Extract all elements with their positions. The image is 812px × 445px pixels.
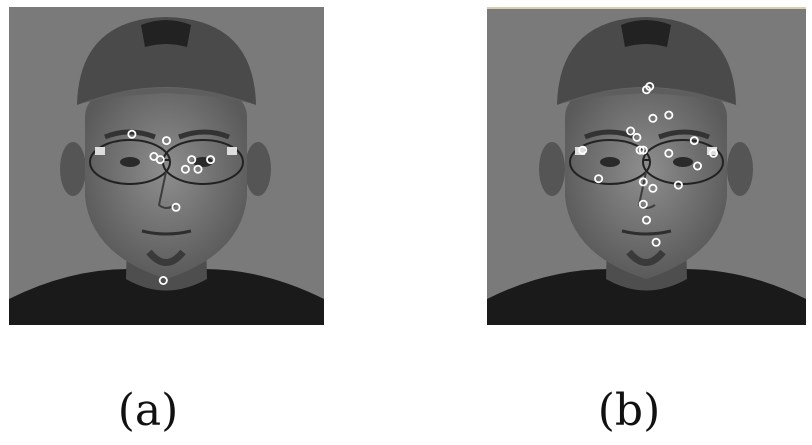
shirt <box>487 269 806 325</box>
feature-marker <box>638 145 648 155</box>
feature-marker <box>638 199 648 209</box>
left-glint <box>95 147 105 155</box>
feature-marker <box>206 155 216 165</box>
feature-marker <box>689 136 699 146</box>
left-eye <box>120 157 140 167</box>
feature-marker <box>673 180 683 190</box>
goatee <box>146 249 186 266</box>
right-glint <box>707 147 717 155</box>
right-eyebrow <box>658 129 710 140</box>
feature-marker <box>578 145 588 155</box>
cap <box>557 17 736 105</box>
shirt <box>9 269 324 325</box>
feature-marker <box>158 275 168 285</box>
right-ear <box>727 142 753 196</box>
right-ear <box>245 142 271 196</box>
right-glint <box>227 147 237 155</box>
feature-marker <box>594 174 604 184</box>
left-ear <box>60 142 86 196</box>
feature-marker <box>645 82 655 92</box>
feature-marker <box>638 177 648 187</box>
panel-b <box>487 7 806 325</box>
feature-marker <box>708 148 718 158</box>
left-eyebrow <box>584 129 636 140</box>
feature-marker <box>171 202 181 212</box>
caption-a: (a) <box>117 385 179 436</box>
face-image-a <box>9 7 324 325</box>
cap-logo <box>621 20 671 47</box>
cap <box>77 17 256 105</box>
right-lens <box>642 139 724 185</box>
mouth <box>141 229 192 236</box>
feature-marker <box>641 215 651 225</box>
right-eyebrow <box>178 129 230 140</box>
feature-marker <box>648 113 658 123</box>
cap-logo <box>141 20 191 47</box>
feature-marker <box>692 161 702 171</box>
caption-b: (b) <box>597 385 661 436</box>
feature-marker <box>632 132 642 142</box>
feature-marker <box>155 155 165 165</box>
left-eye <box>600 157 620 167</box>
feature-marker <box>648 183 658 193</box>
panel-a <box>9 7 324 325</box>
cap-brim <box>551 88 741 107</box>
goatee <box>626 249 666 266</box>
feature-marker <box>161 136 171 146</box>
face-image-b <box>487 7 806 325</box>
cap-brim <box>71 88 261 107</box>
feature-marker <box>193 164 203 174</box>
mouth <box>621 229 672 236</box>
feature-marker <box>180 164 190 174</box>
left-lens <box>569 139 651 185</box>
feature-marker <box>635 145 645 155</box>
right-eye <box>673 157 693 167</box>
feature-markers-a <box>127 129 216 285</box>
left-lens <box>89 139 171 185</box>
feature-marker <box>127 129 137 139</box>
left-ear <box>539 142 565 196</box>
feature-marker <box>664 110 674 120</box>
feature-markers-b <box>578 82 718 247</box>
feature-marker <box>626 126 636 136</box>
feature-marker <box>664 148 674 158</box>
right-eye <box>193 157 213 167</box>
feature-marker <box>651 237 661 247</box>
feature-marker <box>187 155 197 165</box>
top-border <box>487 7 806 9</box>
